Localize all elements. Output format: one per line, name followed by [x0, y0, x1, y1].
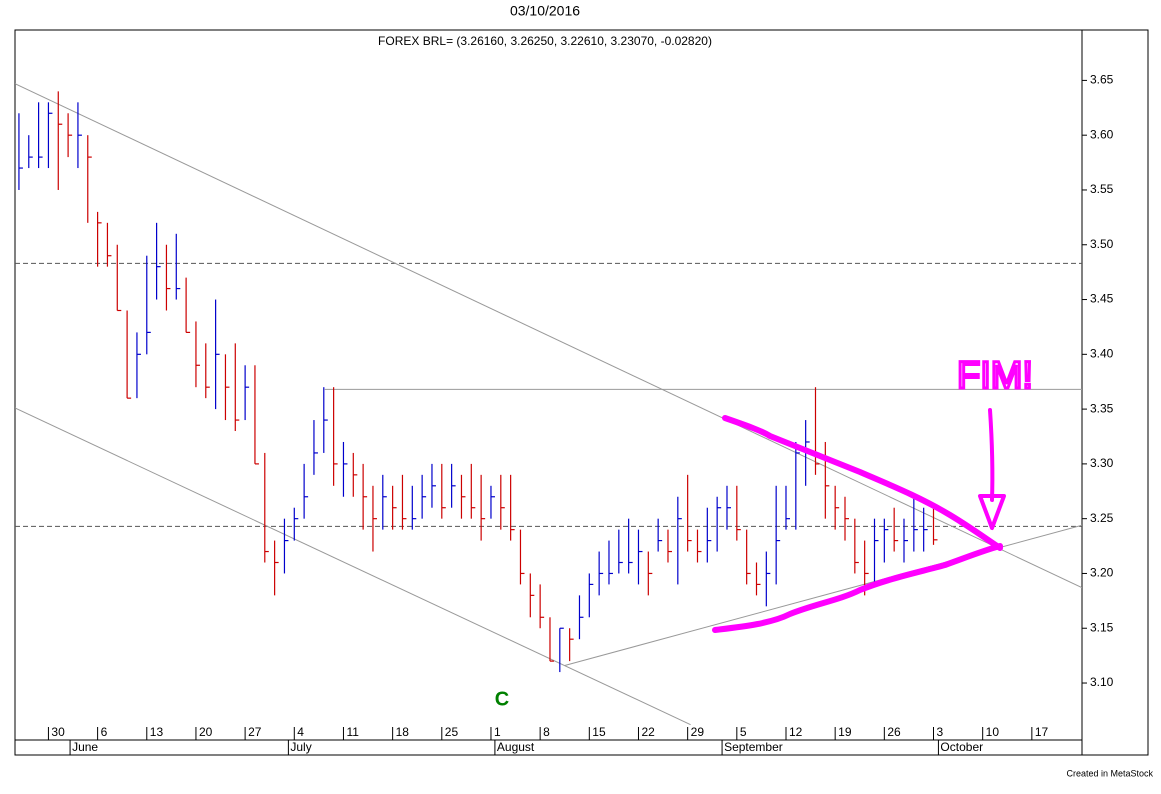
annotation: C — [495, 688, 509, 710]
x-tick-label: 17 — [1035, 725, 1049, 739]
date-label: 03/10/2016 — [510, 3, 580, 19]
hand-drawing — [712, 408, 1006, 633]
month-label: July — [290, 740, 311, 754]
x-tick-label: 3 — [937, 725, 944, 739]
x-tick-label: 19 — [838, 725, 852, 739]
y-tick-label: 3.15 — [1090, 620, 1114, 634]
x-tick-label: 26 — [887, 725, 901, 739]
annotation: FIM! — [957, 355, 1033, 397]
month-label: June — [72, 740, 98, 754]
x-tick-label: 1 — [494, 725, 501, 739]
x-tick-label: 13 — [150, 725, 164, 739]
month-label: October — [940, 740, 983, 754]
footer: Created in MetaStock — [1066, 768, 1153, 778]
hand-arrow — [988, 408, 995, 502]
y-tick-label: 3.50 — [1090, 237, 1114, 251]
y-tick-label: 3.60 — [1090, 127, 1114, 141]
hand-line — [722, 415, 1003, 551]
hand-arrowhead — [978, 494, 1006, 530]
x-tick-label: 8 — [543, 725, 550, 739]
x-tick-label: 4 — [297, 725, 304, 739]
month-label: August — [497, 740, 535, 754]
chart-title: FOREX BRL= (3.26160, 3.26250, 3.22610, 3… — [378, 34, 712, 48]
trend-line — [15, 83, 1082, 589]
y-tick-label: 3.40 — [1090, 346, 1114, 360]
x-tick-label: 11 — [346, 725, 359, 739]
x-tick-label: 5 — [740, 725, 747, 739]
x-tick-label: 29 — [691, 725, 705, 739]
trend-line — [564, 524, 1082, 666]
x-tick-label: 10 — [986, 725, 1000, 739]
y-tick-label: 3.30 — [1090, 456, 1114, 470]
x-tick-label: 6 — [101, 725, 108, 739]
y-tick-label: 3.35 — [1090, 401, 1114, 415]
y-tick-label: 3.25 — [1090, 511, 1114, 525]
y-tick-label: 3.65 — [1090, 73, 1114, 87]
x-tick-label: 27 — [248, 725, 262, 739]
y-tick-label: 3.10 — [1090, 675, 1114, 689]
frame — [14, 29, 1149, 756]
x-tick-label: 22 — [641, 725, 655, 739]
x-tick-label: 15 — [592, 725, 606, 739]
y-tick-label: 3.20 — [1090, 566, 1114, 580]
y-tick-label: 3.45 — [1090, 292, 1114, 306]
x-tick-label: 20 — [199, 725, 213, 739]
trend-line — [15, 407, 691, 726]
x-tick-label: 30 — [51, 725, 65, 739]
hand-line — [712, 543, 1003, 633]
x-tick-label: 18 — [396, 725, 410, 739]
x-tick-label: 12 — [789, 725, 803, 739]
x-tick-label: 25 — [445, 725, 459, 739]
y-tick-label: 3.55 — [1090, 182, 1114, 196]
month-label: September — [724, 740, 783, 754]
